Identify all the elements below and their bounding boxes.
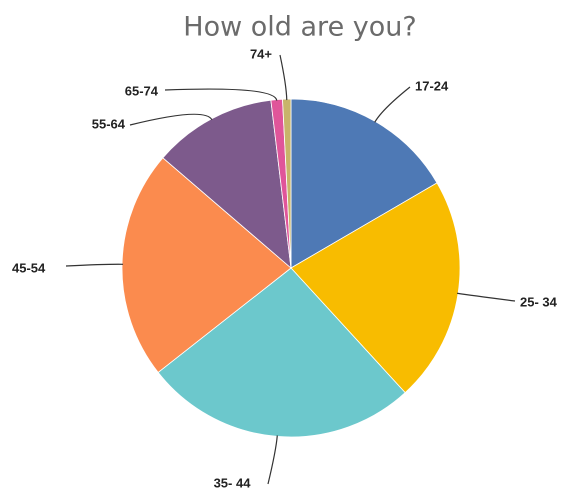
slice-label: 17-24 <box>415 78 449 93</box>
leader-line <box>164 88 278 101</box>
leader-line <box>129 113 213 126</box>
slice-label: 25- 34 <box>520 294 558 309</box>
leader-line <box>457 292 516 302</box>
chart-title: How old are you? <box>183 12 416 43</box>
leader-line <box>65 263 124 267</box>
slice-label: 65-74 <box>125 83 159 98</box>
leader-line <box>279 54 288 101</box>
slice-label: 55-64 <box>92 116 126 131</box>
slice-label: 35- 44 <box>214 475 252 490</box>
leader-line <box>267 435 278 485</box>
slice-label: 45-54 <box>12 260 46 275</box>
leader-line <box>374 86 411 123</box>
slice-label: 74+ <box>250 46 272 61</box>
